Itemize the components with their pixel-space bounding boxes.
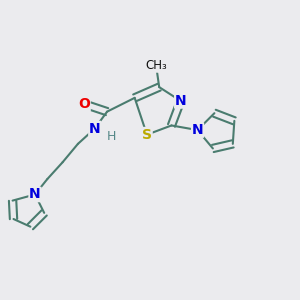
Text: N: N — [29, 188, 41, 202]
Text: N: N — [175, 94, 187, 108]
Text: CH₃: CH₃ — [145, 59, 167, 72]
Text: O: O — [78, 97, 90, 111]
Text: H: H — [107, 130, 116, 143]
Text: S: S — [142, 128, 152, 142]
Text: N: N — [89, 122, 100, 136]
Text: N: N — [192, 123, 203, 137]
